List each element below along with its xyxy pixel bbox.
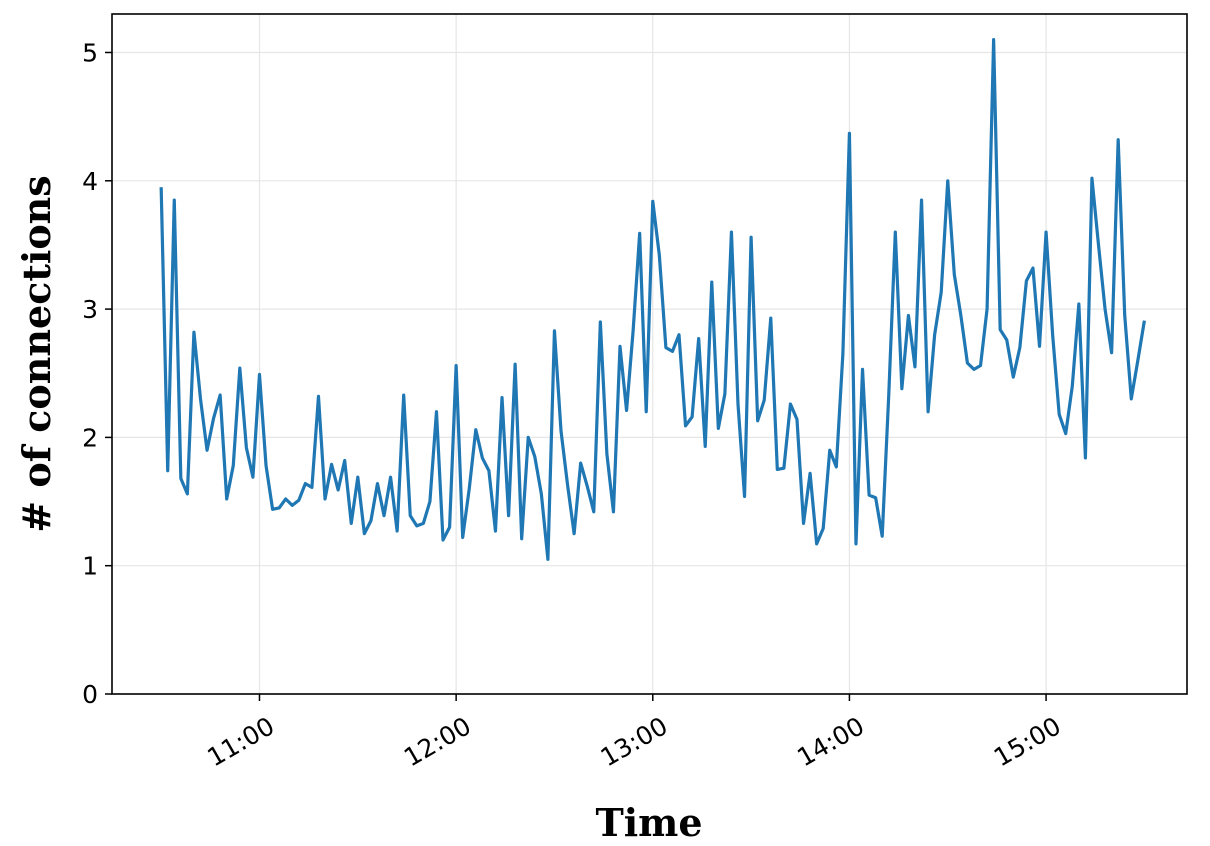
y-tick-label: 4 [82,167,98,196]
y-tick-label: 3 [82,295,98,324]
y-tick-label: 2 [82,423,98,452]
y-tick-label: 0 [82,680,98,709]
x-axis-label: Time [595,800,702,845]
x-tick-label: 14:00 [792,711,869,772]
x-tick-label: 11:00 [202,711,279,772]
x-tick-label: 15:00 [989,711,1066,772]
plot-frame [111,13,1188,695]
y-axis-label: # of connections [14,175,59,532]
y-tick-label: 1 [82,552,98,581]
x-tick-label: 12:00 [399,711,476,772]
data-line [159,38,1146,561]
x-tick-label: 13:00 [596,711,673,772]
y-tick-label: 5 [82,38,98,67]
